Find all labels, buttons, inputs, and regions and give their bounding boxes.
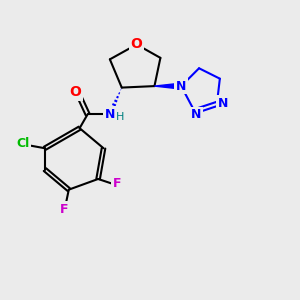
Text: N: N	[176, 80, 186, 93]
Text: O: O	[69, 85, 81, 99]
Text: N: N	[191, 108, 201, 122]
Polygon shape	[154, 83, 181, 89]
Text: O: O	[131, 38, 142, 52]
Text: H: H	[116, 112, 124, 122]
Text: Cl: Cl	[16, 137, 30, 150]
Text: F: F	[112, 177, 121, 190]
Text: N: N	[105, 108, 115, 121]
Text: F: F	[60, 203, 69, 216]
Text: N: N	[218, 97, 228, 110]
